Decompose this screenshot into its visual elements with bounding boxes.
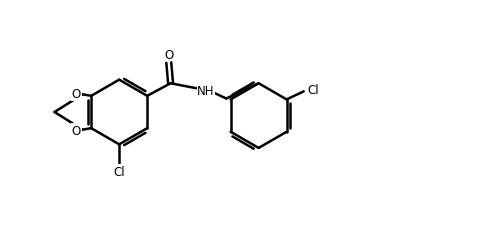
Text: Cl: Cl xyxy=(306,84,318,97)
Text: O: O xyxy=(164,48,173,61)
Text: O: O xyxy=(72,88,81,101)
Text: NH: NH xyxy=(197,85,215,98)
Text: Cl: Cl xyxy=(113,165,125,178)
Text: O: O xyxy=(72,124,81,137)
